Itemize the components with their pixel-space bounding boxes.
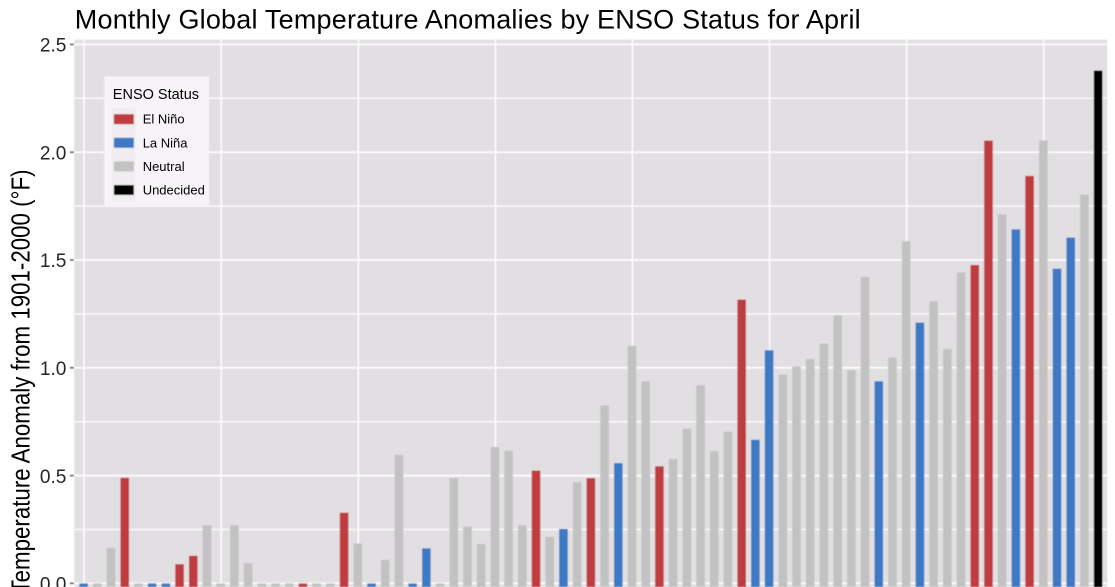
svg-text:Undecided: Undecided: [143, 183, 205, 198]
svg-text:2.5: 2.5: [40, 36, 67, 57]
svg-text:2.0: 2.0: [40, 143, 67, 164]
svg-text:La Niña: La Niña: [143, 135, 189, 150]
svg-text:El Niño: El Niño: [143, 112, 185, 127]
svg-text:ENSO Status: ENSO Status: [113, 87, 199, 103]
svg-text:0.0: 0.0: [40, 575, 67, 587]
svg-text:1.5: 1.5: [40, 251, 67, 272]
svg-text:Temperature Anomaly from 1901-: Temperature Anomaly from 1901-2000 (°F): [6, 170, 36, 587]
svg-text:1.0: 1.0: [40, 359, 67, 380]
svg-text:0.5: 0.5: [40, 467, 67, 488]
svg-text:Neutral: Neutral: [143, 159, 185, 174]
svg-text:Monthly Global Temperature Ano: Monthly Global Temperature Anomalies by …: [75, 4, 861, 34]
